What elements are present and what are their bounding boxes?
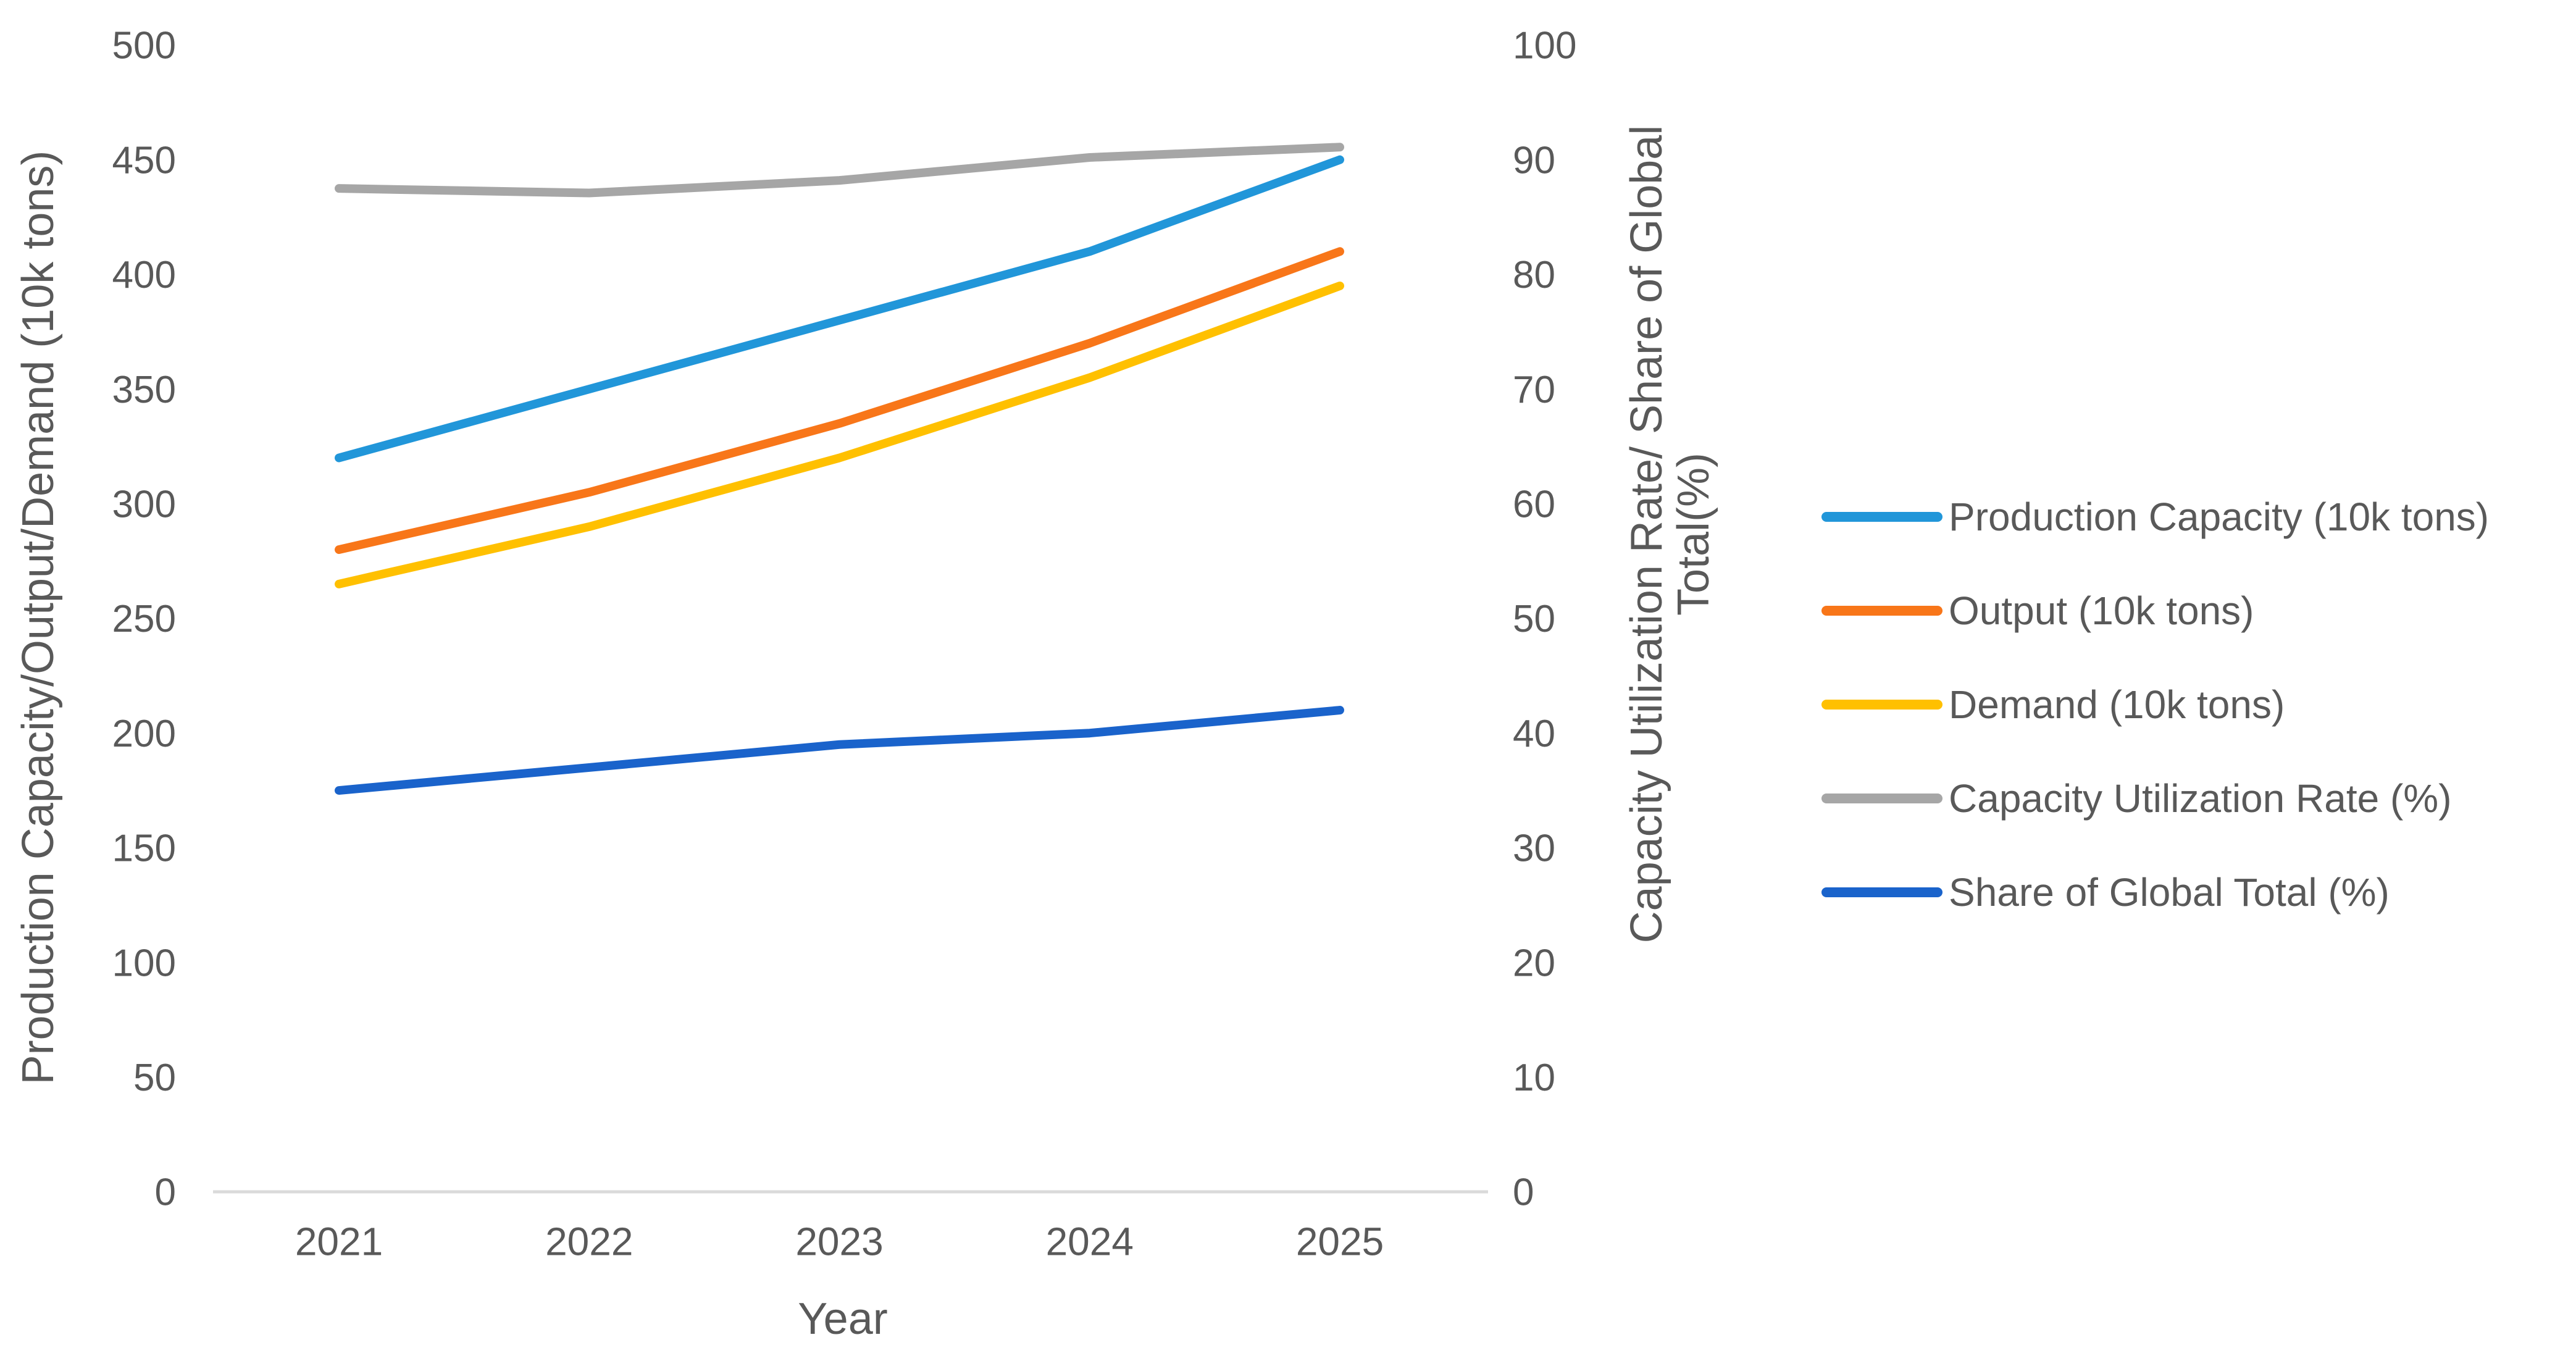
right-axis-title: Capacity Utilization Rate/ Share of Glob… [1622,71,1718,997]
legend-swatch [1821,887,1942,897]
right-axis-tick-label: 80 [1513,254,1555,296]
right-axis-tick-label: 60 [1513,484,1555,526]
x-axis-tick-label: 2021 [295,1219,383,1263]
legend-swatch [1821,794,1942,803]
series-line [335,247,1344,555]
x-axis-title: Year [798,1294,888,1344]
legend-label: Demand (10k tons) [1949,682,2285,727]
series-line [335,281,1344,588]
left-axis-tick-label: 350 [112,369,176,411]
series-line [335,155,1344,463]
legend-item: Share of Global Total (%) [1821,845,2489,939]
left-axis-tick-label: 100 [112,942,176,984]
series-line [335,706,1344,795]
legend-swatch [1821,700,1942,710]
legend-label: Capacity Utilization Rate (%) [1949,776,2452,821]
left-axis-tick-label: 300 [112,484,176,526]
legend-item: Capacity Utilization Rate (%) [1821,752,2489,845]
right-axis-tick-label: 20 [1513,942,1555,984]
right-axis-tick-label: 30 [1513,827,1555,870]
x-axis-tick-label: 2024 [1046,1219,1134,1263]
legend-swatch [1821,606,1942,616]
left-axis-tick-label: 150 [112,827,176,870]
legend-item: Production Capacity (10k tons) [1821,470,2489,564]
legend-item: Output (10k tons) [1821,564,2489,658]
legend-label: Production Capacity (10k tons) [1949,495,2490,539]
left-axis-tick-label: 250 [112,598,176,640]
right-axis-tick-label: 50 [1513,598,1555,640]
left-axis-tick-label: 200 [112,713,176,755]
legend: Production Capacity (10k tons) Output (10… [1821,470,2489,939]
right-axis-tick-label: 0 [1513,1171,1534,1214]
left-axis-tick-label: 50 [133,1057,176,1099]
left-axis-tick-label: 0 [155,1171,176,1214]
right-axis-title-line2: Total(%) [1669,452,1718,616]
series-line [335,143,1344,198]
legend-label: Share of Global Total (%) [1949,870,2390,915]
x-axis-tick-label: 2022 [545,1219,633,1263]
right-axis-title-line1: Capacity Utilization Rate/ Share of Glob… [1622,125,1671,944]
legend-item: Demand (10k tons) [1821,658,2489,752]
x-axis-tick-label: 2025 [1296,1219,1384,1263]
right-axis-tick-label: 70 [1513,369,1555,411]
legend-label: Output (10k tons) [1949,588,2254,633]
left-axis-tick-label: 400 [112,254,176,296]
right-axis-tick-label: 40 [1513,713,1555,755]
right-axis-tick-label: 90 [1513,139,1555,182]
x-axis-tick-label: 2023 [795,1219,883,1263]
right-axis-tick-label: 100 [1513,25,1576,67]
legend-swatch [1821,512,1942,522]
right-axis-tick-label: 10 [1513,1057,1555,1099]
left-axis-tick-label: 500 [112,25,176,67]
left-axis-tick-label: 450 [112,139,176,182]
